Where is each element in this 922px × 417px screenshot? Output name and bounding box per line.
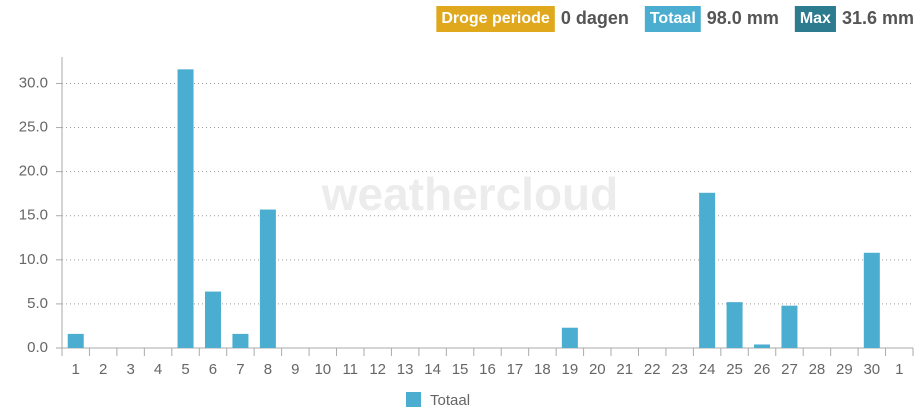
bar bbox=[726, 302, 743, 348]
x-tick-label: 27 bbox=[781, 361, 798, 378]
x-tick-label: 18 bbox=[534, 361, 551, 378]
y-tick-label: 5.0 bbox=[27, 295, 48, 312]
bar bbox=[781, 305, 798, 348]
legend-swatch bbox=[406, 392, 421, 407]
x-tick-label: 4 bbox=[154, 361, 162, 378]
x-tick-label: 15 bbox=[452, 361, 469, 378]
x-tick-label: 30 bbox=[863, 361, 880, 378]
bar bbox=[863, 252, 880, 348]
x-tick-label: 23 bbox=[671, 361, 688, 378]
x-tick-label: 1 bbox=[72, 361, 80, 378]
x-tick-label: 28 bbox=[809, 361, 826, 378]
x-tick-label: 21 bbox=[616, 361, 633, 378]
y-tick-label: 20.0 bbox=[19, 163, 48, 180]
badge bbox=[794, 6, 836, 32]
bar bbox=[699, 192, 716, 348]
x-tick-label: 11 bbox=[342, 361, 358, 378]
bar bbox=[204, 291, 221, 348]
bar bbox=[754, 344, 771, 348]
bar bbox=[67, 333, 84, 348]
x-tick-label: 26 bbox=[754, 361, 771, 378]
x-tick-label: 13 bbox=[397, 361, 414, 378]
x-tick-label: 6 bbox=[209, 361, 217, 378]
x-tick-label: 14 bbox=[424, 361, 441, 378]
x-tick-label: 19 bbox=[562, 361, 579, 378]
y-tick-label: 15.0 bbox=[19, 207, 48, 224]
badge-value: 31.6 mm bbox=[842, 8, 914, 28]
x-tick-label: 2 bbox=[99, 361, 107, 378]
bar bbox=[177, 69, 194, 348]
x-tick-label: 17 bbox=[507, 361, 524, 378]
x-tick-label: 3 bbox=[126, 361, 134, 378]
legend-label: Totaal bbox=[430, 392, 470, 409]
x-tick-label: 25 bbox=[726, 361, 743, 378]
x-tick-label: 7 bbox=[236, 361, 244, 378]
bar bbox=[561, 327, 578, 348]
bar bbox=[259, 209, 276, 348]
y-tick-label: 30.0 bbox=[19, 74, 48, 91]
bar bbox=[232, 333, 249, 348]
badge-label: Totaal bbox=[650, 10, 696, 27]
x-tick-label: 12 bbox=[369, 361, 386, 378]
badge-label: Droge periode bbox=[441, 10, 550, 27]
badge bbox=[436, 6, 555, 32]
x-tick-label: 9 bbox=[291, 361, 299, 378]
badge-label: Max bbox=[800, 10, 831, 27]
badge-value: 0 dagen bbox=[561, 8, 629, 28]
badge bbox=[644, 6, 701, 32]
x-tick-label: 16 bbox=[479, 361, 496, 378]
y-tick-label: 25.0 bbox=[19, 119, 48, 136]
x-tick-label: 8 bbox=[264, 361, 272, 378]
x-tick-label: 22 bbox=[644, 361, 661, 378]
y-tick-label: 0.0 bbox=[27, 339, 48, 356]
x-tick-label: 5 bbox=[181, 361, 189, 378]
x-tick-label: 29 bbox=[836, 361, 853, 378]
watermark: weathercloud bbox=[321, 168, 619, 220]
x-tick-label: 24 bbox=[699, 361, 716, 378]
y-tick-label: 10.0 bbox=[19, 251, 48, 268]
x-tick-label: 1 bbox=[895, 361, 903, 378]
badge-value: 98.0 mm bbox=[707, 8, 779, 28]
x-tick-label: 10 bbox=[314, 361, 331, 378]
x-tick-label: 20 bbox=[589, 361, 606, 378]
